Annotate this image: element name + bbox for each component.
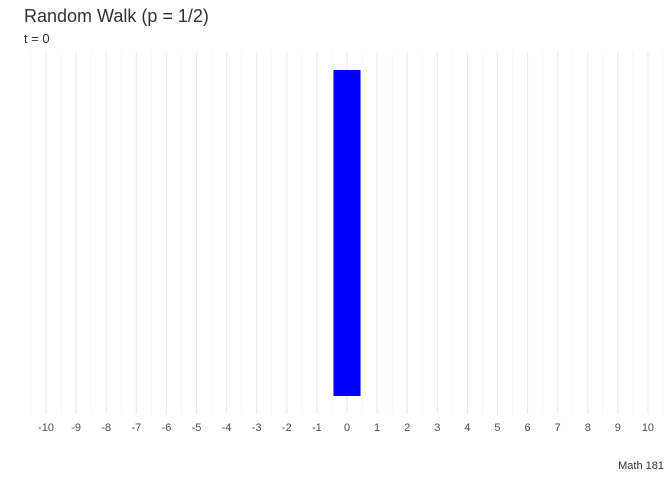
x-tick-label: -2 xyxy=(282,422,292,434)
x-tick-label: -4 xyxy=(222,422,232,434)
x-tick-label: -6 xyxy=(162,422,172,434)
chart-caption: Math 181 xyxy=(618,460,664,472)
x-tick-label: 6 xyxy=(525,422,531,434)
x-tick-label: -1 xyxy=(312,422,322,434)
x-tick-label: -7 xyxy=(131,422,141,434)
x-tick-label: 9 xyxy=(615,422,621,434)
x-tick-label: 10 xyxy=(642,422,654,434)
x-tick-label: -10 xyxy=(38,422,54,434)
x-tick-label: 3 xyxy=(434,422,440,434)
chart-title: Random Walk (p = 1/2) xyxy=(24,6,209,26)
x-tick-label: 5 xyxy=(494,422,500,434)
x-axis-ticks: -10 -9 -8 -7 -6 -5 -4 -3 -2 -1 0 1 2 3 4 5 6 7 8 9 10 xyxy=(38,422,654,434)
bars xyxy=(333,70,361,396)
x-tick-label: 8 xyxy=(585,422,591,434)
x-tick-label: 0 xyxy=(344,422,350,434)
x-tick-label: 7 xyxy=(555,422,561,434)
x-tick-label: -8 xyxy=(101,422,111,434)
x-tick-label: -3 xyxy=(252,422,262,434)
x-tick-label: 2 xyxy=(404,422,410,434)
bar-0 xyxy=(333,70,361,396)
x-tick-label: -5 xyxy=(192,422,202,434)
x-tick-label: -9 xyxy=(71,422,81,434)
chart-subtitle: t = 0 xyxy=(24,31,50,46)
x-tick-label: 4 xyxy=(464,422,470,434)
x-tick-label: 1 xyxy=(374,422,380,434)
